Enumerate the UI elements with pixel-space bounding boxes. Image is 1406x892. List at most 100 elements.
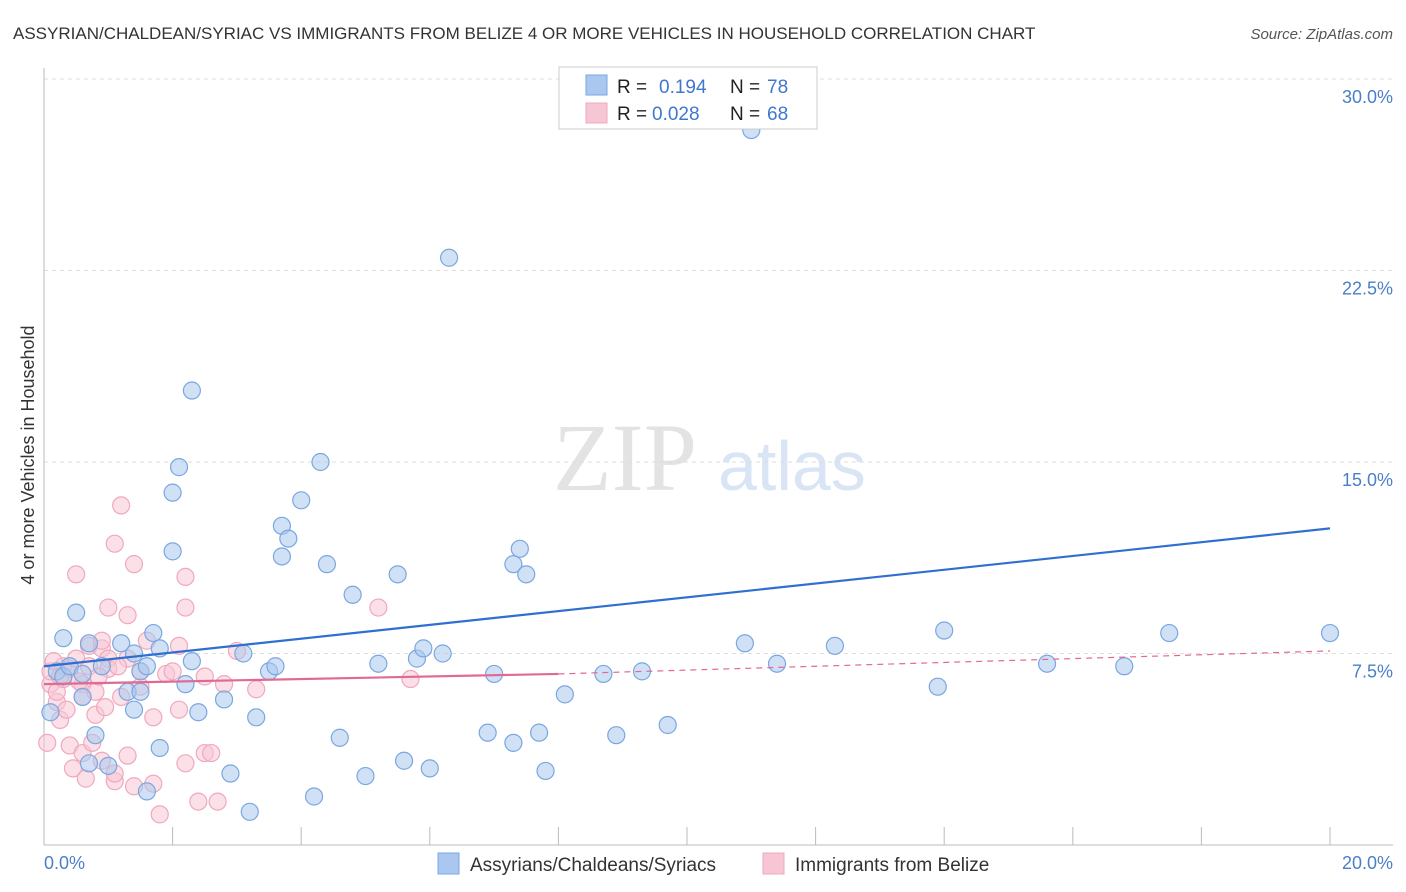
assyrian-point-65 [607, 726, 626, 745]
assyrian-point-76 [1320, 623, 1340, 643]
belize-point-22 [99, 598, 118, 617]
x-tick-label-min: 0.0% [44, 853, 85, 873]
assyrian-point-48 [369, 654, 388, 673]
watermark-zip: ZIP [553, 404, 697, 511]
assyrian-point-59 [504, 733, 523, 752]
assyrian-point-37 [266, 657, 285, 676]
series-legend-swatch-assyrian [437, 852, 460, 875]
belize-point-55 [247, 680, 266, 699]
assyrian-point-27 [182, 652, 201, 671]
belize-point-51 [202, 743, 221, 763]
y-tick-label-2: 22.5% [1342, 279, 1393, 299]
assyrian-point-7 [73, 664, 92, 684]
belize-point-32 [118, 746, 137, 765]
belize-point-46 [176, 598, 195, 617]
legend-r-value-2: 0.028 [652, 104, 700, 125]
assyrian-point-55 [478, 723, 497, 742]
stats-legend: R = 0.194 N = 78 R = 0.028 N = 68 [558, 66, 818, 130]
gridlines [44, 78, 1393, 654]
series-legend: Assyrians/Chaldeans/Syriacs Immigrants f… [437, 852, 989, 876]
belize-point-43 [169, 700, 189, 719]
assyrian-point-68 [735, 634, 754, 653]
belize-point-31 [118, 606, 137, 625]
assyrian-point-62 [536, 761, 555, 781]
belize-point-47 [176, 754, 195, 773]
chart-source: Source: ZipAtlas.com [1250, 26, 1393, 43]
belize-point-0 [38, 733, 57, 752]
assyrian-point-24 [163, 542, 182, 561]
assyrian-point-15 [124, 644, 144, 663]
belize-point-38 [144, 708, 163, 727]
y-tick-label-3: 30.0% [1342, 87, 1393, 107]
watermark-atlas: atlas [718, 427, 866, 505]
y-tick-label-1: 15.0% [1342, 470, 1393, 490]
assyrian-point-35 [247, 708, 266, 727]
watermark: ZIP atlas [553, 404, 866, 511]
assyrian-point-72 [935, 621, 954, 640]
x-tick-label-max: 20.0% [1342, 853, 1393, 873]
assyrian-point-25 [163, 483, 182, 502]
chart-title: ASSYRIAN/CHALDEAN/SYRIAC VS IMMIGRANTS F… [13, 24, 1035, 43]
assyrian-point-32 [221, 764, 240, 783]
assyrian-point-12 [99, 756, 118, 775]
assyrian-point-64 [594, 664, 613, 684]
assyrian-point-77 [439, 248, 459, 267]
assyrian-point-13 [112, 634, 131, 653]
assyrian-point-60 [517, 565, 536, 584]
assyrian-point-53 [420, 759, 439, 778]
belize-point-63 [95, 698, 115, 717]
x-tick-labels: 0.0% 20.0% [44, 853, 1393, 873]
trend-line-belize [43, 672, 559, 686]
legend-n-label-1: N = [730, 77, 760, 98]
assyrian-point-5 [67, 603, 86, 622]
assyrian-point-30 [182, 381, 201, 400]
assyrian-point-9 [79, 634, 99, 653]
assyrian-point-21 [144, 623, 163, 643]
assyrian-point-74 [1115, 657, 1134, 676]
belize-point-34 [124, 555, 144, 574]
assyrian-point-41 [292, 491, 311, 510]
assyrian-point-18 [131, 682, 150, 701]
belize-point-48 [189, 792, 208, 811]
assyrian-point-33 [234, 644, 253, 663]
series-assyrian-points [41, 120, 1340, 821]
assyrian-point-47 [356, 766, 375, 786]
y-tick-label-0: 7.5% [1352, 662, 1393, 682]
assyrian-point-11 [92, 657, 111, 676]
assyrian-point-54 [433, 644, 452, 663]
assyrian-point-10 [86, 726, 105, 745]
assyrian-point-50 [394, 751, 414, 770]
assyrian-point-29 [169, 458, 189, 477]
assyrian-point-19 [137, 782, 156, 801]
assyrian-point-28 [189, 703, 208, 722]
assyrian-point-69 [767, 654, 787, 673]
belize-point-10 [67, 565, 86, 584]
assyrian-point-44 [317, 555, 337, 574]
assyrian-point-34 [240, 802, 259, 821]
belize-point-65 [63, 759, 83, 778]
assyrian-point-45 [330, 728, 349, 747]
assyrian-point-67 [658, 715, 677, 735]
belize-point-42 [163, 662, 182, 681]
legend-r-value-1: 0.194 [659, 77, 707, 98]
assyrian-point-0 [41, 703, 60, 722]
assyrian-point-56 [485, 664, 504, 684]
assyrian-point-73 [1037, 654, 1057, 673]
belize-point-57 [401, 669, 420, 689]
assyrian-point-71 [928, 677, 947, 696]
belize-point-59 [57, 700, 76, 719]
series-legend-swatch-belize [762, 852, 785, 875]
legend-swatch-assyrian [585, 74, 608, 96]
y-tick-labels: 7.5% 15.0% 22.5% 30.0% [1342, 87, 1393, 682]
assyrian-point-26 [176, 675, 195, 694]
belize-point-50 [195, 667, 214, 686]
assyrian-point-70 [825, 636, 844, 655]
assyrian-point-31 [214, 690, 234, 709]
belize-point-45 [176, 567, 195, 587]
trend-lines [43, 527, 1331, 686]
assyrian-point-49 [388, 565, 407, 584]
belize-point-52 [208, 792, 227, 811]
y-axis-label: 4 or more Vehicles in Household [18, 325, 38, 584]
assyrian-point-63 [555, 685, 574, 704]
